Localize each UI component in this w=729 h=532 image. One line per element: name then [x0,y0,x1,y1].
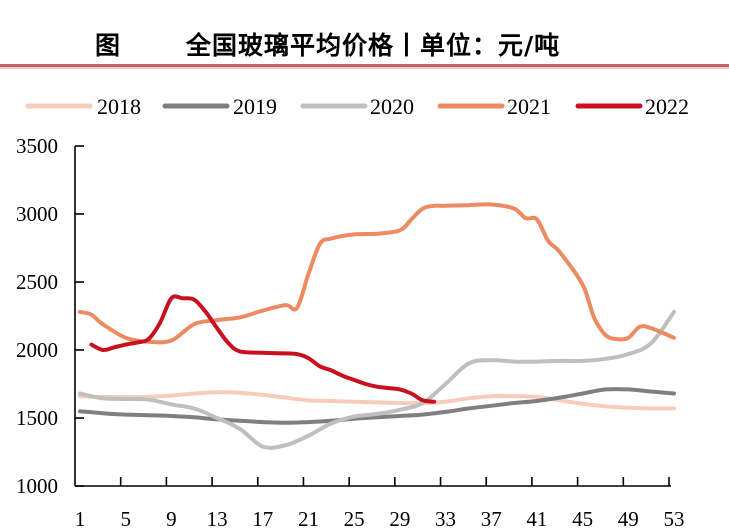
legend-label-2021: 2021 [507,94,551,119]
x-tick-label: 21 [298,507,319,531]
legend-label-2019: 2019 [233,94,277,119]
legend-item-2019: 2019 [162,94,277,119]
series-lines [78,202,676,450]
y-tick-label: 1500 [16,406,58,430]
series-line-2019 [78,387,676,425]
x-tick-label: 53 [664,507,685,531]
legend-label-2020: 2020 [370,94,414,119]
y-tick-label: 1000 [16,474,58,498]
x-tick-label: 45 [572,507,593,531]
y-tick-label: 3500 [16,134,58,158]
x-tick-label: 49 [618,507,639,531]
x-tick-label: 9 [166,507,177,531]
x-tick-label: 17 [252,507,273,531]
axes: 1000 1500 2000 2500 3000 3500 1 5 9 13 17 21 25 29 33 3… [16,134,685,531]
y-tick-label: 3000 [16,202,58,226]
figure-label: 图 [95,31,121,60]
y-tick-label: 2500 [16,270,58,294]
x-tick-label: 5 [120,507,131,531]
title-divider-shadow [0,67,729,69]
x-tick-label: 1 [75,507,86,531]
x-tick-label: 29 [389,507,410,531]
series-line-2021 [78,202,676,345]
legend-item-2022: 2022 [575,94,689,119]
title-divider [0,64,729,67]
figure-title: 全国玻璃平均价格丨单位：元/吨 [186,31,561,60]
series-line-2020 [78,309,676,450]
legend-label-2022: 2022 [645,94,689,119]
x-tick-label: 25 [344,507,365,531]
legend-item-2021: 2021 [437,94,551,119]
figure-title-row: 图 全国玻璃平均价格丨单位：元/吨 [0,22,729,62]
legend-label-2018: 2018 [97,94,141,119]
series-line-2018 [78,390,676,411]
y-tick-label: 2000 [16,338,58,362]
legend: 2018 2019 2020 2021 2022 [25,94,689,119]
legend-item-2018: 2018 [25,94,141,119]
x-tick-label: 33 [435,507,456,531]
series-line-2022 [89,294,437,404]
legend-item-2020: 2020 [300,94,414,119]
x-tick-label: 37 [481,507,502,531]
x-tick-label: 13 [207,507,228,531]
x-tick-label: 41 [526,507,547,531]
